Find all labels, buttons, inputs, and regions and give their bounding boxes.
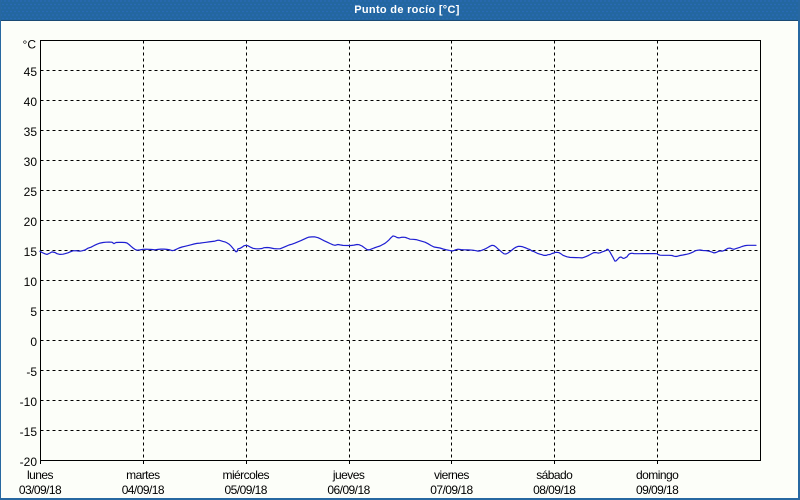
svg-text:jueves: jueves — [332, 468, 365, 482]
svg-text:05/09/18: 05/09/18 — [225, 483, 268, 497]
svg-text:martes: martes — [126, 468, 160, 482]
svg-text:03/09/18: 03/09/18 — [19, 483, 62, 497]
svg-text:45: 45 — [24, 65, 38, 79]
svg-text:07/09/18: 07/09/18 — [430, 483, 473, 497]
svg-text:miércoles: miércoles — [223, 468, 270, 482]
svg-text:-5: -5 — [26, 365, 37, 379]
svg-text:0: 0 — [30, 335, 37, 349]
svg-text:25: 25 — [24, 185, 38, 199]
svg-text:-10: -10 — [20, 395, 38, 409]
svg-text:09/09/18: 09/09/18 — [636, 483, 679, 497]
svg-text:06/09/18: 06/09/18 — [327, 483, 370, 497]
svg-text:30: 30 — [24, 155, 38, 169]
svg-text:viernes: viernes — [434, 468, 469, 482]
svg-text:-20: -20 — [20, 455, 38, 469]
svg-text:20: 20 — [24, 215, 38, 229]
svg-text:domingo: domingo — [636, 468, 679, 482]
svg-text:40: 40 — [24, 95, 38, 109]
svg-text:lunes: lunes — [27, 468, 53, 482]
svg-text:08/09/18: 08/09/18 — [533, 483, 576, 497]
svg-text:sábado: sábado — [536, 468, 573, 482]
svg-text:°C: °C — [23, 38, 37, 52]
svg-text:15: 15 — [24, 245, 38, 259]
svg-text:-15: -15 — [20, 425, 38, 439]
svg-text:35: 35 — [24, 125, 38, 139]
svg-text:5: 5 — [30, 305, 37, 319]
svg-text:04/09/18: 04/09/18 — [122, 483, 165, 497]
svg-text:10: 10 — [24, 275, 38, 289]
